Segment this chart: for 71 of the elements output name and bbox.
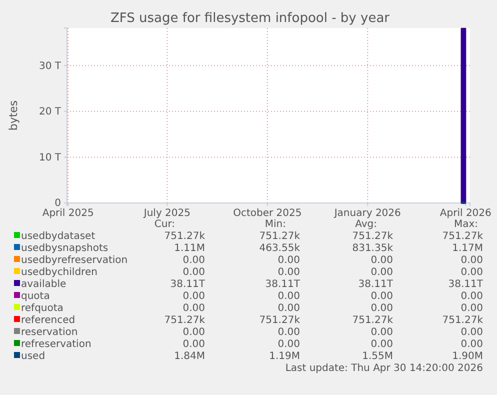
y-tick-label: 30 T [38, 60, 62, 72]
legend-label: available [21, 279, 66, 290]
text: 751.27k [259, 315, 300, 326]
legend-label: referenced [21, 315, 76, 326]
y-axis-title: bytes [7, 100, 20, 131]
text: 0.00 [370, 267, 393, 278]
text: 0.00 [278, 339, 300, 350]
text: 1.84M [174, 351, 205, 362]
legend-label: quota [21, 291, 50, 302]
x-tick-label: July 2025 [142, 208, 191, 220]
text: Min: [264, 219, 286, 230]
text: 0.00 [370, 303, 393, 314]
text: Max: [454, 219, 478, 230]
text: 38.11T [448, 279, 484, 290]
text: 0.00 [182, 303, 205, 314]
text: 1.90M [452, 351, 483, 362]
legend-label: refquota [21, 303, 64, 314]
text: 751.27k [442, 315, 484, 326]
text: 0.00 [460, 267, 483, 278]
text: Last update: Thu Apr 30 14:20:00 2026 [285, 363, 483, 374]
text: 38.11T [358, 279, 394, 290]
text: 0.00 [370, 291, 393, 302]
text: 38.11T [265, 279, 301, 290]
text: Avg: [355, 219, 377, 230]
text: 38.11T [170, 279, 206, 290]
x-tick-label: October 2025 [233, 208, 302, 220]
text: 751.27k [164, 315, 206, 326]
text: 0.00 [460, 327, 483, 338]
y-tick-label: 10 T [38, 152, 62, 164]
text: 1.55M [362, 351, 393, 362]
legend-label: usedbysnapshots [21, 243, 108, 254]
text: 0.00 [278, 327, 300, 338]
text: 0.00 [182, 255, 205, 266]
legend-label: used [21, 351, 46, 362]
text: 0.00 [278, 255, 300, 266]
text: 0.00 [182, 339, 205, 350]
text: 463.55k [259, 243, 300, 254]
text: 0.00 [278, 267, 300, 278]
text: 0.00 [460, 339, 483, 350]
text: 831.35k [352, 243, 394, 254]
x-tick-label: April 2025 [42, 208, 94, 220]
legend-label: usedbychildren [21, 267, 98, 278]
text: 751.27k [442, 231, 484, 242]
text: 0.00 [182, 267, 205, 278]
legend-label: usedbydataset [21, 231, 96, 242]
text: 751.27k [164, 231, 206, 242]
legend-label: refreservation [21, 339, 92, 350]
y-tick-label: 20 T [38, 106, 62, 118]
text: 1.19M [269, 351, 300, 362]
text: 751.27k [352, 315, 394, 326]
text: 0.00 [182, 291, 205, 302]
text: 0.00 [278, 303, 300, 314]
x-tick-label: April 2026 [440, 208, 492, 220]
text: 0.00 [460, 255, 483, 266]
legend-label: reservation [21, 327, 78, 338]
text: 751.27k [352, 231, 394, 242]
text: 0.00 [370, 255, 393, 266]
text: 0.00 [460, 291, 483, 302]
y-tick-label: 0 [54, 198, 61, 210]
legend-label: usedbyrefreservation [21, 255, 128, 266]
text: 0.00 [182, 327, 205, 338]
text: 0.00 [370, 327, 393, 338]
text: 0.00 [278, 291, 300, 302]
chart-title: ZFS usage for filesystem infopool - by year [110, 11, 390, 26]
text: 751.27k [259, 231, 300, 242]
text: 1.17M [452, 243, 483, 254]
x-tick-label: January 2026 [333, 208, 401, 220]
text: Cur: [154, 219, 175, 230]
text: 1.11M [174, 243, 205, 254]
text: 0.00 [460, 303, 483, 314]
text: 0.00 [370, 339, 393, 350]
